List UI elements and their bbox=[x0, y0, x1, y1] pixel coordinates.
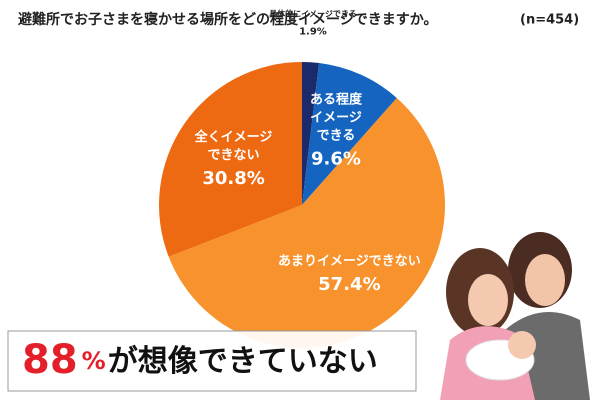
chart-title: 避難所でお子さまを寝かせる場所をどの程度イメージできますか。 bbox=[18, 11, 437, 28]
label-line: あまりイメージできない bbox=[278, 254, 421, 269]
slice-category-label: ある程度イメージできる bbox=[310, 91, 363, 143]
label-line: 全くイメージ bbox=[194, 129, 273, 145]
pie-slice bbox=[302, 63, 397, 206]
slice-category-label: あまりイメージできない bbox=[278, 254, 421, 269]
slice-value-label: 30.8% bbox=[202, 168, 264, 189]
pie bbox=[159, 62, 446, 348]
pie-slice bbox=[168, 97, 446, 348]
slice-value-label: 1.9% bbox=[299, 26, 327, 37]
banner-number: 88 bbox=[22, 337, 78, 383]
slice-labels: 具体的にイメージできる 1.9% ある程度イメージできる 9.6% あまりイメージできな… bbox=[194, 8, 421, 295]
chart-subtitle: (n=454) bbox=[520, 13, 579, 28]
slice-value-label: 57.4% bbox=[318, 274, 380, 295]
label-line: できない bbox=[208, 148, 260, 163]
banner-unit: % bbox=[82, 347, 106, 375]
banner-box bbox=[7, 330, 417, 392]
label-line: ある程度 bbox=[310, 91, 363, 107]
slice-value-label: 9.6% bbox=[311, 148, 361, 169]
banner-caption: が想像できていない bbox=[108, 344, 378, 379]
slice-category-label: 全くイメージできない bbox=[194, 129, 273, 163]
label-line: 具体的にイメージできる bbox=[269, 8, 357, 18]
illustration bbox=[440, 232, 590, 400]
slice-category-label: 具体的にイメージできる bbox=[269, 8, 357, 18]
pie-slice bbox=[159, 62, 302, 257]
banner: 88 %が想像できていない bbox=[7, 330, 417, 392]
label-line: イメージ bbox=[310, 110, 362, 125]
pie-slice bbox=[302, 62, 320, 205]
banner-text: 88 %が想像できていない bbox=[22, 337, 378, 383]
label-line: できる bbox=[317, 128, 356, 143]
